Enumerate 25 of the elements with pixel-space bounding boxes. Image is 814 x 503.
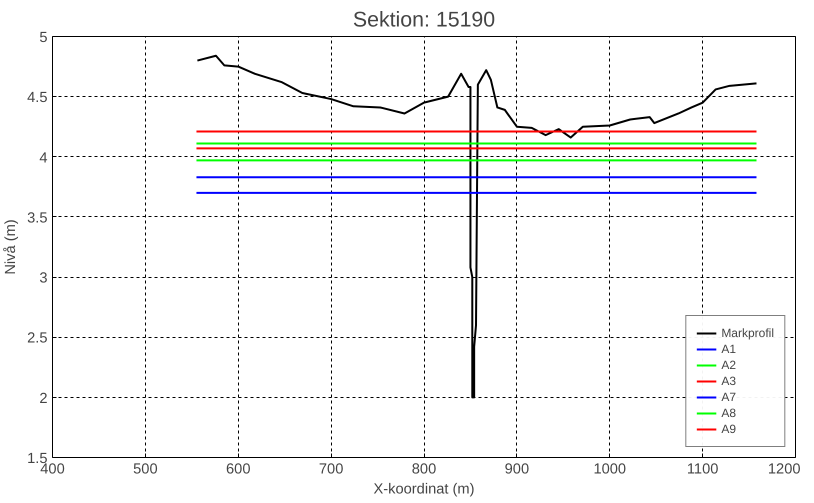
- legend-label: A2: [721, 358, 737, 372]
- legend-label: A7: [721, 390, 737, 404]
- legend-label: A3: [721, 374, 737, 388]
- y-tick-label: 2: [39, 390, 48, 407]
- x-tick-label: 500: [133, 462, 158, 478]
- y-tick-label: 3: [39, 270, 48, 287]
- legend-label: A8: [721, 406, 737, 420]
- chart-title: Sektion: 15190: [352, 8, 496, 32]
- y-tick-label: 2.5: [27, 330, 48, 347]
- x-tick-label: 1000: [593, 462, 626, 478]
- legend-label: A1: [721, 342, 737, 356]
- x-tick-label: 1100: [686, 462, 718, 478]
- x-tick-label: 1200: [768, 462, 801, 478]
- x-tick-label: 600: [226, 462, 250, 478]
- x-tick-label: 800: [412, 462, 436, 478]
- y-tick-label: 3.5: [27, 210, 48, 226]
- legend-label: A9: [721, 422, 737, 436]
- x-tick-label: 900: [504, 462, 530, 478]
- x-tick-label: 700: [318, 462, 344, 478]
- legend-label: Markprofil: [721, 326, 774, 340]
- x-axis-title: X-koordinat (m): [374, 482, 475, 498]
- y-tick-label: 4.5: [27, 90, 48, 106]
- y-tick-label: 5: [39, 30, 48, 46]
- y-tick-label: 4: [39, 150, 48, 166]
- y-axis-title: Nivå (m): [3, 219, 20, 275]
